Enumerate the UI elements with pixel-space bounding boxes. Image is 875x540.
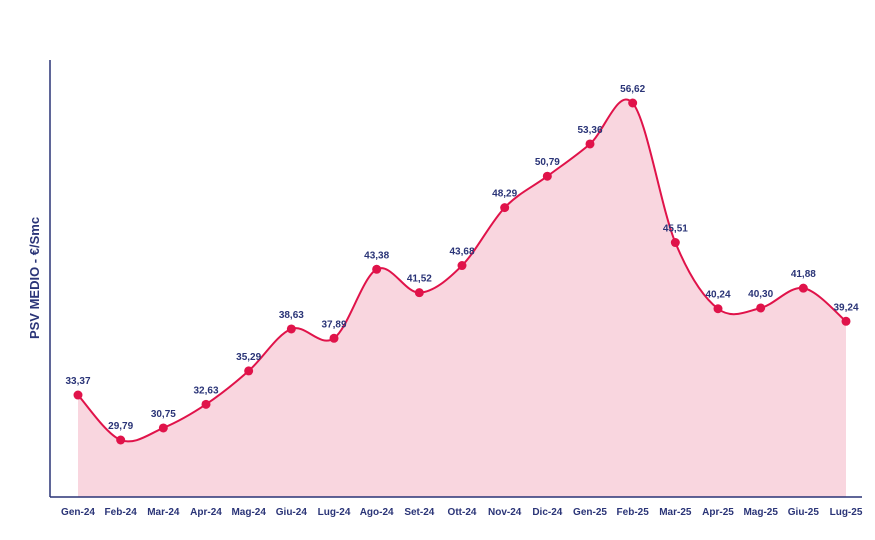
- x-tick-gen-24: Gen-24: [61, 507, 95, 518]
- data-label-lug-25: 39,24: [833, 302, 858, 313]
- area-fill: [78, 99, 846, 497]
- x-tick-nov-24: Nov-24: [488, 507, 522, 518]
- x-tick-mag-24: Mag-24: [231, 507, 266, 518]
- x-tick-giu-25: Giu-25: [788, 507, 820, 518]
- x-tick-apr-24: Apr-24: [190, 507, 222, 518]
- data-label-feb-25: 56,62: [620, 84, 645, 95]
- x-tick-set-24: Set-24: [404, 507, 434, 518]
- data-label-mar-25: 45,51: [663, 224, 688, 235]
- x-tick-ott-24: Ott-24: [448, 507, 477, 518]
- data-point-apr-25: [713, 304, 723, 314]
- x-tick-mar-24: Mar-24: [147, 507, 180, 518]
- x-tick-lug-25: Lug-25: [830, 507, 863, 518]
- data-label-gen-24: 33,37: [65, 376, 90, 387]
- data-labels: 33,37 29,79 30,75 32,63 35,29 38,63 37,89 43,38…: [65, 84, 858, 432]
- data-point-nov-24: [500, 203, 510, 213]
- data-point-lug-25: [841, 316, 851, 326]
- x-tick-giu-24: Giu-24: [276, 507, 308, 518]
- data-point-lug-24: [329, 333, 339, 343]
- x-tick-mar-25: Mar-25: [659, 507, 692, 518]
- data-point-apr-24: [201, 399, 211, 409]
- data-label-mar-24: 30,75: [151, 409, 176, 420]
- data-point-mar-24: [158, 423, 168, 433]
- data-label-ago-24: 43,38: [364, 250, 389, 261]
- data-label-giu-25: 41,88: [791, 269, 816, 280]
- data-label-gen-25: 53,36: [577, 125, 602, 136]
- data-point-giu-25: [798, 283, 808, 293]
- data-point-set-24: [414, 288, 424, 298]
- data-point-gen-25: [585, 139, 595, 149]
- data-label-apr-25: 40,24: [705, 290, 730, 301]
- x-tick-feb-24: Feb-24: [105, 507, 138, 518]
- x-tick-apr-25: Apr-25: [702, 507, 734, 518]
- data-label-mag-24: 35,29: [236, 352, 261, 363]
- data-label-feb-24: 29,79: [108, 421, 133, 432]
- data-label-dic-24: 50,79: [535, 157, 560, 168]
- data-point-gen-24: [73, 390, 83, 400]
- data-label-giu-24: 38,63: [279, 310, 304, 321]
- x-tick-feb-25: Feb-25: [617, 507, 650, 518]
- data-label-mag-25: 40,30: [748, 289, 773, 300]
- data-label-apr-24: 32,63: [193, 385, 218, 396]
- data-point-feb-24: [116, 435, 126, 445]
- data-point-mag-24: [244, 366, 254, 376]
- data-point-giu-24: [286, 324, 296, 334]
- data-points: [73, 98, 851, 445]
- x-tick-dic-24: Dic-24: [532, 507, 562, 518]
- data-point-mar-25: [670, 238, 680, 248]
- x-tick-labels: Gen-24 Feb-24 Mar-24 Apr-24 Mag-24 Giu-24 Lug-…: [61, 507, 863, 518]
- data-label-set-24: 41,52: [407, 274, 432, 285]
- data-point-mag-25: [756, 303, 766, 313]
- x-tick-lug-24: Lug-24: [318, 507, 351, 518]
- data-point-dic-24: [542, 171, 552, 181]
- data-label-nov-24: 48,29: [492, 189, 517, 200]
- data-point-ott-24: [457, 261, 467, 271]
- data-label-ott-24: 43,68: [449, 247, 474, 258]
- data-point-feb-25: [628, 98, 638, 108]
- data-point-ago-24: [372, 264, 382, 274]
- x-tick-mag-25: Mag-25: [743, 507, 778, 518]
- y-axis-title: PSV MEDIO - €/Smc: [27, 217, 42, 339]
- data-label-lug-24: 37,89: [321, 319, 346, 330]
- x-tick-gen-25: Gen-25: [573, 507, 607, 518]
- x-tick-ago-24: Ago-24: [360, 507, 394, 518]
